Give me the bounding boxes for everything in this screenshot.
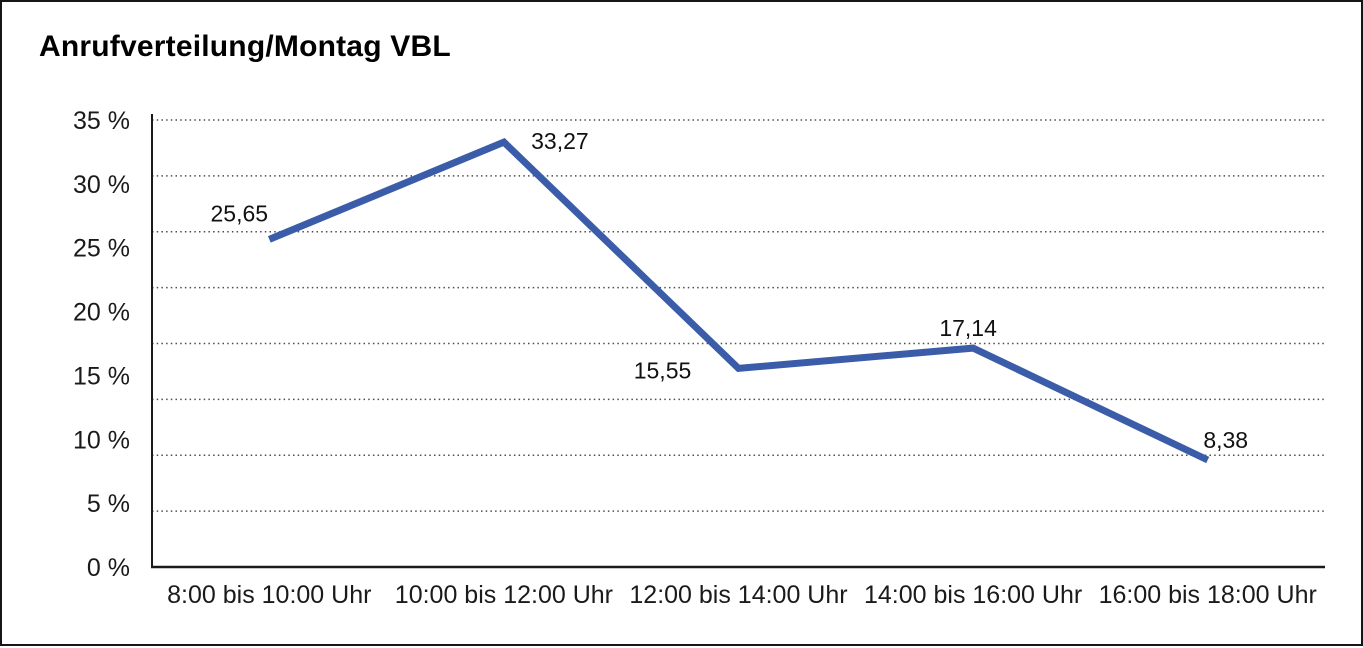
x-tick-label: 8:00 bis 10:00 Uhr <box>167 581 371 609</box>
x-tick-label: 12:00 bis 14:00 Uhr <box>629 581 847 609</box>
y-tick-label: 5 % <box>87 490 130 518</box>
y-tick-label: 10 % <box>73 426 130 454</box>
data-point-label: 33,27 <box>531 128 589 154</box>
y-tick-label: 30 % <box>73 171 130 199</box>
data-point-label: 15,55 <box>634 357 692 383</box>
x-tick-label: 16:00 bis 18:00 Uhr <box>1099 581 1317 609</box>
y-tick-label: 20 % <box>73 299 130 327</box>
chart-title: Anrufverteilung/Montag VBL <box>39 30 451 63</box>
y-tick-label: 15 % <box>73 362 130 390</box>
data-point-label: 25,65 <box>211 200 269 226</box>
x-tick-label: 10:00 bis 12:00 Uhr <box>395 581 613 609</box>
y-tick-label: 35 % <box>73 107 130 135</box>
data-line <box>267 137 1210 464</box>
data-point-label: 8,38 <box>1203 427 1248 453</box>
data-point-label: 17,14 <box>939 315 997 341</box>
x-tick-label: 14:00 bis 16:00 Uhr <box>864 581 1082 609</box>
y-tick-label: 0 % <box>87 554 130 582</box>
y-tick-label: 25 % <box>73 235 130 263</box>
